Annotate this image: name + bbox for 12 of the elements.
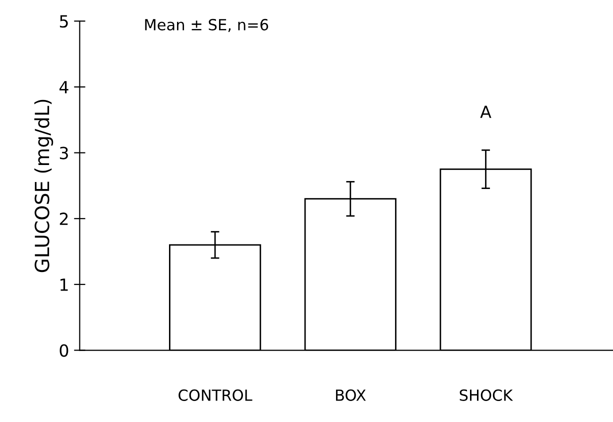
x-tick-label: CONTROL xyxy=(178,389,252,401)
annotation: A xyxy=(480,106,492,118)
x-tick-label: BOX xyxy=(336,389,366,401)
y-tick-label: 0 xyxy=(60,344,68,357)
y-tick-label: 5 xyxy=(60,15,68,28)
y-axis-title: GLUCOSE (mg/dL) xyxy=(34,100,54,272)
annotation: Mean ± SE, n=6 xyxy=(145,18,268,32)
y-tick-label: 2 xyxy=(60,212,68,225)
y-tick-label: 3 xyxy=(60,146,68,160)
y-tick-label: 1 xyxy=(60,278,68,291)
x-tick-label: SHOCK xyxy=(460,389,514,401)
y-tick-label: 4 xyxy=(59,81,68,94)
